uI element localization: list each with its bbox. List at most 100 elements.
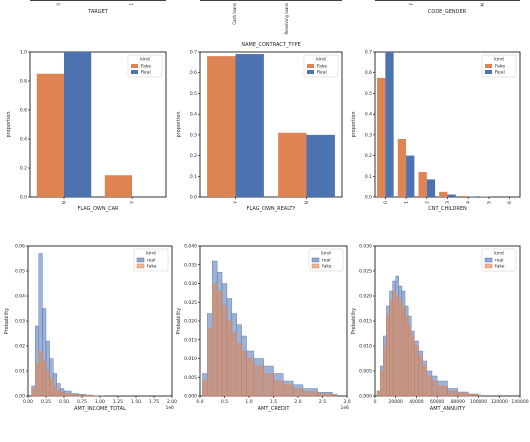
y-tick-label: 0.030 (184, 281, 197, 287)
y-tick-label: 0.5 (190, 91, 197, 97)
y-tick-label: 0.000 (184, 394, 197, 400)
legend-swatch (484, 257, 493, 263)
x-tick-label: 6 (507, 201, 513, 204)
hist-bar (85, 395, 93, 397)
y-tick-label: 0.030 (359, 244, 372, 250)
hist-bar (414, 345, 419, 397)
bar (406, 155, 415, 197)
y-tick-label: 0.2 (365, 153, 372, 159)
y-tick-label: 0.000 (359, 394, 372, 400)
x-axis-label: AMT_CREDIT (258, 406, 291, 412)
hist-bar (447, 390, 459, 397)
hist-bar (273, 380, 284, 397)
y-tick-label: 0.04 (15, 294, 25, 300)
hist-bar (383, 345, 387, 397)
hist-bar (236, 343, 242, 397)
y-tick-label: 0.005 (184, 375, 197, 381)
hist-bar (216, 290, 223, 397)
hist-bar (246, 358, 255, 397)
bar-chart-cnt-children: 0 1 2 3 4 5 6 0.0 0.1 0.2 0.3 0.4 0.5 0.6 0.7 proportio… (351, 50, 521, 212)
hist-bar (317, 393, 333, 397)
tick-label: 0 (56, 3, 61, 6)
y-tick-label: 0.00 (15, 394, 25, 400)
hist-bar (60, 392, 65, 397)
plot-frame (199, 51, 343, 198)
hist-bar (241, 350, 247, 397)
y-tick-label: 0.0 (365, 195, 372, 201)
hist-bar (411, 335, 415, 397)
hist-bar (63, 393, 72, 397)
x-tick-label: 80000 (451, 399, 465, 405)
y-tick-label: 0.8 (20, 79, 27, 85)
hist-bar (431, 380, 438, 397)
y-tick-label: 0.040 (184, 244, 197, 250)
legend-swatch (311, 257, 320, 263)
bar (64, 52, 92, 197)
hist-bar (207, 328, 213, 397)
y-tick-label: 0.05 (15, 269, 25, 275)
hist-bar (418, 355, 423, 397)
hist-bar (395, 295, 400, 397)
hist-bar (56, 390, 61, 397)
y-tick-label: 0.6 (190, 70, 197, 76)
x-tick-label: 2.5 (319, 399, 326, 405)
x-tick-label: 1 (404, 201, 410, 204)
hist-bar (468, 394, 479, 397)
legend-swatch (307, 70, 314, 74)
y-tick-label: 0.4 (365, 112, 372, 118)
x-tick-label: N (304, 201, 310, 204)
legend-swatch (136, 257, 145, 263)
y-axis-label: proportion (6, 111, 12, 137)
hist-bar (389, 300, 393, 397)
legend-swatch (485, 64, 492, 68)
y-tick-label: 0.6 (20, 108, 27, 114)
y-tick-label: 0.06 (15, 244, 25, 250)
hist-bar (426, 375, 433, 397)
hist-bar (202, 380, 208, 397)
x-axis-label: NAME_CONTRACT_TYPE (241, 42, 300, 48)
legend-title: kind (316, 57, 326, 63)
tick-label: M (480, 2, 485, 6)
y-tick-label: 0.01 (15, 369, 25, 375)
y-tick-label: 0.3 (365, 132, 372, 138)
x-axis-label: CNT_CHILDREN (428, 206, 467, 212)
y-tick-label: 0.02 (15, 344, 25, 350)
y-tick-label: 0.2 (190, 153, 197, 159)
y-tick-label: 0.010 (184, 356, 197, 362)
hist-bar (221, 305, 228, 397)
hist-bar (407, 325, 412, 397)
bar (207, 56, 236, 198)
hist-bar (212, 283, 218, 397)
x-tick-label: 1.25 (113, 399, 123, 405)
legend-swatch (136, 263, 145, 269)
y-axis-label: Probability (176, 308, 182, 334)
x-tick-label: 0.50 (59, 399, 69, 405)
x-tick-label: 0.5 (221, 399, 228, 405)
tick-label: Revolving loans (284, 3, 289, 34)
y-tick-label: 0.4 (190, 112, 197, 118)
x-tick-label: 3 (445, 201, 451, 204)
hist-bar (38, 350, 43, 397)
y-tick-label: 0.6 (365, 70, 372, 76)
legend-title: kind (494, 57, 504, 63)
x-tick-label: 4 (466, 201, 472, 204)
y-tick-label: 0.005 (359, 369, 372, 375)
y-tick-label: 0.015 (359, 319, 372, 325)
x-tick-label: 0 (383, 201, 389, 204)
hist-bar (53, 385, 58, 397)
hist-bar (401, 305, 406, 397)
legend-entry: Real (141, 70, 151, 76)
x-tick-label: 3.0 (343, 399, 350, 405)
hist-bar (478, 395, 482, 397)
hist-bar (379, 370, 384, 397)
hist-bar (457, 392, 469, 397)
hist-bar (42, 360, 47, 397)
legend-swatch (131, 70, 138, 74)
legend-title: kind (146, 251, 156, 257)
y-tick-label: 0.3 (190, 132, 197, 138)
hist-bar (45, 370, 50, 397)
x-tick-label: 1.00 (95, 399, 105, 405)
